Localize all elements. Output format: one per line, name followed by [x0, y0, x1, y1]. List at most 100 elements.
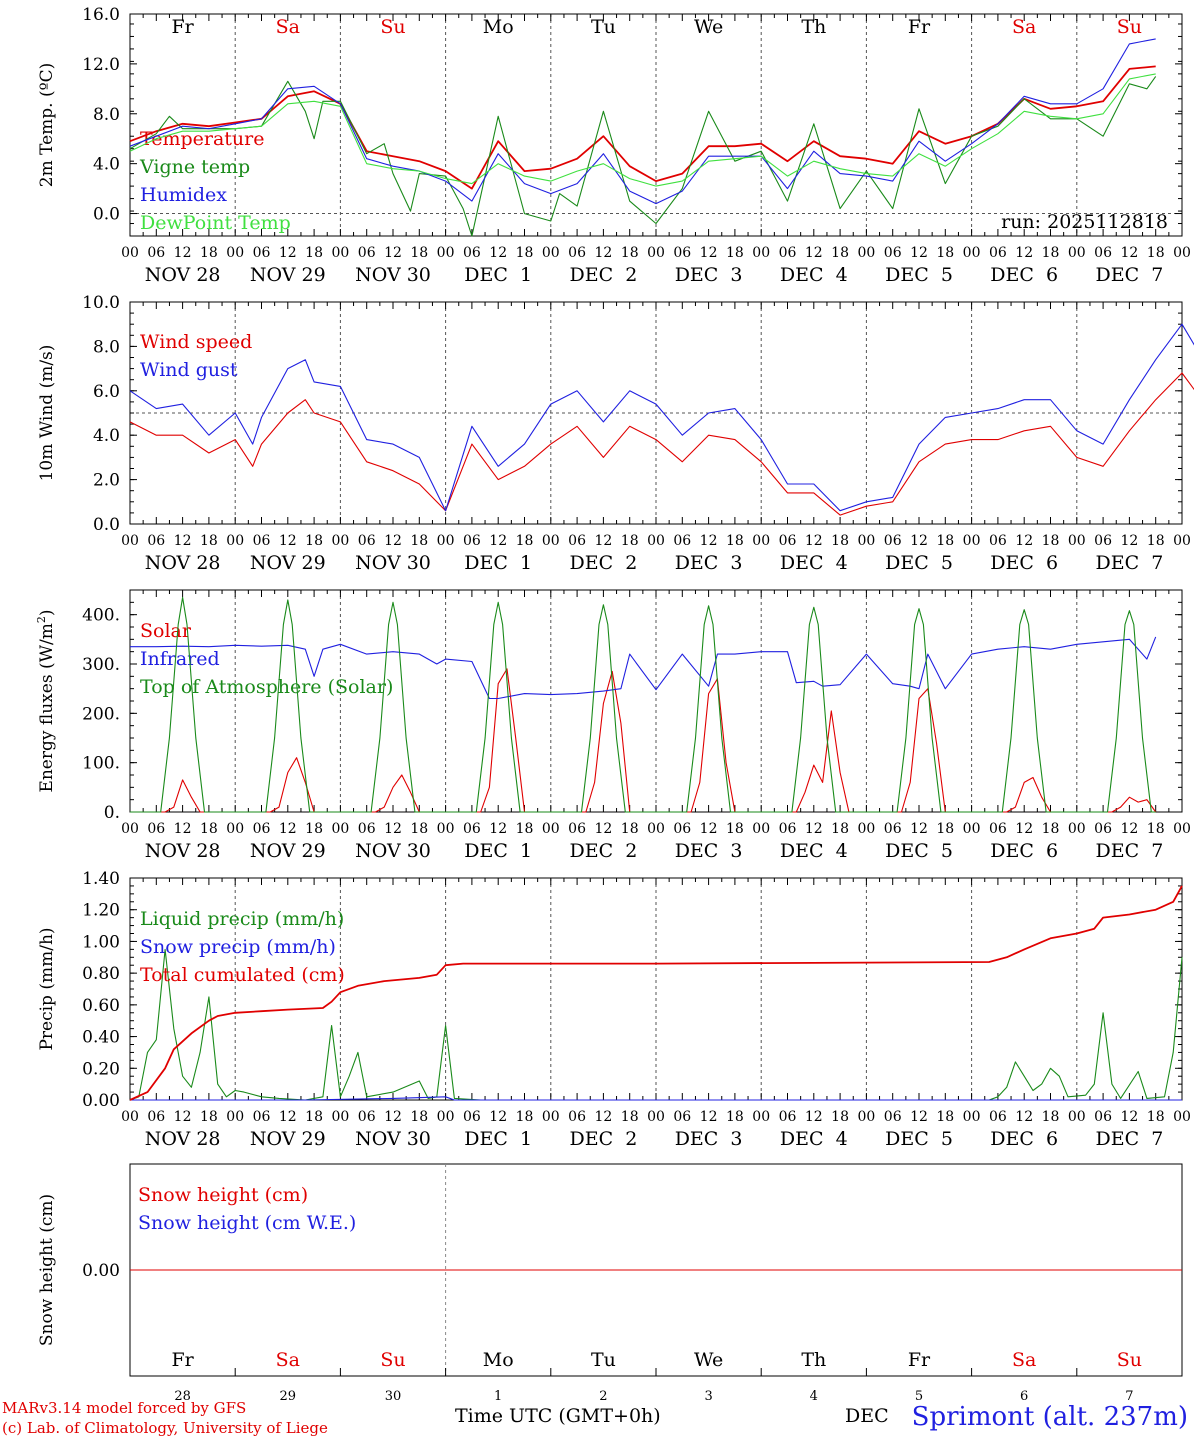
hour-label: 06: [463, 245, 481, 261]
hour-label: 12: [700, 245, 718, 261]
date-label: DEC 5: [885, 840, 953, 862]
hour-label: 06: [989, 821, 1007, 837]
y-tick-label: 0.00: [82, 1261, 120, 1281]
hour-label: 00: [542, 245, 560, 261]
legend-entry: Wind gust: [140, 359, 238, 381]
hour-label: 06: [779, 1109, 797, 1125]
hour-label: 06: [463, 1109, 481, 1125]
hour-label: 18: [726, 533, 744, 549]
hour-label: 06: [253, 1109, 271, 1125]
hour-label: 06: [884, 245, 902, 261]
hour-label: 18: [410, 533, 428, 549]
hour-label: 06: [463, 533, 481, 549]
hour-label: 00: [226, 1109, 244, 1125]
panel-wind: 0.0 2.0 4.0 6.0 8.0 10.0 10m Wind (m/s) Wind sp…: [37, 293, 1194, 574]
hour-label: 18: [516, 533, 534, 549]
hour-label: 12: [910, 245, 928, 261]
hour-label: 06: [568, 1109, 586, 1125]
hour-label: 00: [647, 533, 665, 549]
hour-label: 12: [384, 821, 402, 837]
weekday-label: Fr: [171, 1349, 194, 1371]
weekday-label: Mo: [483, 16, 514, 38]
hour-label: 00: [1173, 821, 1191, 837]
series-line-wind-speed: [129, 372, 1194, 516]
legend-entry: Humidex: [140, 184, 227, 206]
date-label: DEC 4: [780, 264, 848, 286]
y-tick-label: 0.0: [93, 205, 120, 225]
hour-label: 12: [174, 821, 192, 837]
weekday-label: Su: [380, 1349, 405, 1371]
hour-label: 12: [279, 245, 297, 261]
y-tick-label: 0.: [104, 803, 120, 823]
legend-entry: Snow height (cm W.E.): [138, 1212, 356, 1234]
hour-label: 06: [568, 533, 586, 549]
weekday-label: Mo: [483, 1349, 514, 1371]
hour-label: 12: [1015, 1109, 1033, 1125]
legend-entry: Temperature: [140, 128, 264, 150]
hour-label: 18: [1147, 533, 1165, 549]
date-label: NOV 30: [355, 1128, 431, 1150]
hour-label: 06: [253, 821, 271, 837]
weekday-label: Sa: [276, 16, 300, 38]
weekday-label: We: [694, 1349, 723, 1371]
hour-label: 06: [989, 1109, 1007, 1125]
legend-entry: Wind speed: [140, 331, 252, 353]
hour-label: 00: [1068, 533, 1086, 549]
date-label: DEC 1: [464, 1128, 532, 1150]
hour-label: 18: [831, 1109, 849, 1125]
y-tick-label: 6.0: [93, 382, 120, 402]
hour-label: 18: [936, 533, 954, 549]
hour-label: 06: [673, 245, 691, 261]
hour-label: 00: [1173, 245, 1191, 261]
y-axis-label: Energy fluxes (W/m2): [35, 609, 57, 792]
y-axis-label: Precip (mm/h): [37, 927, 57, 1050]
panel-flux: 0. 100. 200. 300. 400. Energy fluxes (W/m2) So…: [35, 589, 1191, 862]
hour-label: 06: [779, 245, 797, 261]
hour-label: 18: [831, 821, 849, 837]
y-tick-label: 100.: [82, 754, 120, 774]
date-label: NOV 28: [145, 552, 221, 574]
hour-label: 12: [279, 821, 297, 837]
date-label: DEC 1: [464, 840, 532, 862]
hour-label: 18: [410, 245, 428, 261]
day-number-label: 4: [810, 1389, 818, 1404]
date-label: DEC 7: [1095, 840, 1163, 862]
hour-label: 18: [936, 245, 954, 261]
date-label: DEC 5: [885, 1128, 953, 1150]
hour-label: 00: [857, 1109, 875, 1125]
hour-label: 12: [805, 533, 823, 549]
weekday-label: Sa: [1012, 1349, 1036, 1371]
hour-label: 06: [568, 821, 586, 837]
date-label: NOV 28: [145, 264, 221, 286]
y-tick-label: 12.0: [82, 55, 120, 75]
hour-label: 06: [463, 821, 481, 837]
series-line-total-cumulated-cm-: [129, 885, 1183, 1101]
series-line-dewpoint-temp: [129, 73, 1156, 187]
hour-label: 06: [673, 1109, 691, 1125]
date-label: DEC 5: [885, 264, 953, 286]
hour-label: 00: [857, 533, 875, 549]
weekday-label: Sa: [1012, 16, 1036, 38]
hour-label: 12: [700, 1109, 718, 1125]
hour-label: 12: [594, 245, 612, 261]
hour-label: 00: [226, 245, 244, 261]
hour-label: 00: [857, 821, 875, 837]
hour-label: 12: [174, 1109, 192, 1125]
day-number-label: 2: [599, 1389, 607, 1404]
legend-entry: Snow height (cm): [138, 1184, 308, 1206]
hour-label: 18: [621, 821, 639, 837]
weekday-label: Su: [1117, 1349, 1142, 1371]
dec-label-ghost: DEC: [845, 1405, 889, 1427]
weekday-label: Tu: [591, 16, 616, 38]
series-line-top-of-atmosphere-solar-: [130, 596, 1156, 813]
unit-superscript: 2: [35, 616, 48, 623]
hour-label: 06: [147, 1109, 165, 1125]
hour-label: 06: [358, 1109, 376, 1125]
panel-temp: 0.0 4.0 8.0 12.0 16.0 2m Temp. (ºC) Temperatur…: [37, 5, 1191, 286]
hour-label: 18: [621, 245, 639, 261]
hour-label: 06: [779, 533, 797, 549]
weekday-label: We: [694, 16, 723, 38]
weekday-label: Th: [801, 16, 826, 38]
hour-label: 00: [331, 245, 349, 261]
hour-label: 00: [963, 245, 981, 261]
